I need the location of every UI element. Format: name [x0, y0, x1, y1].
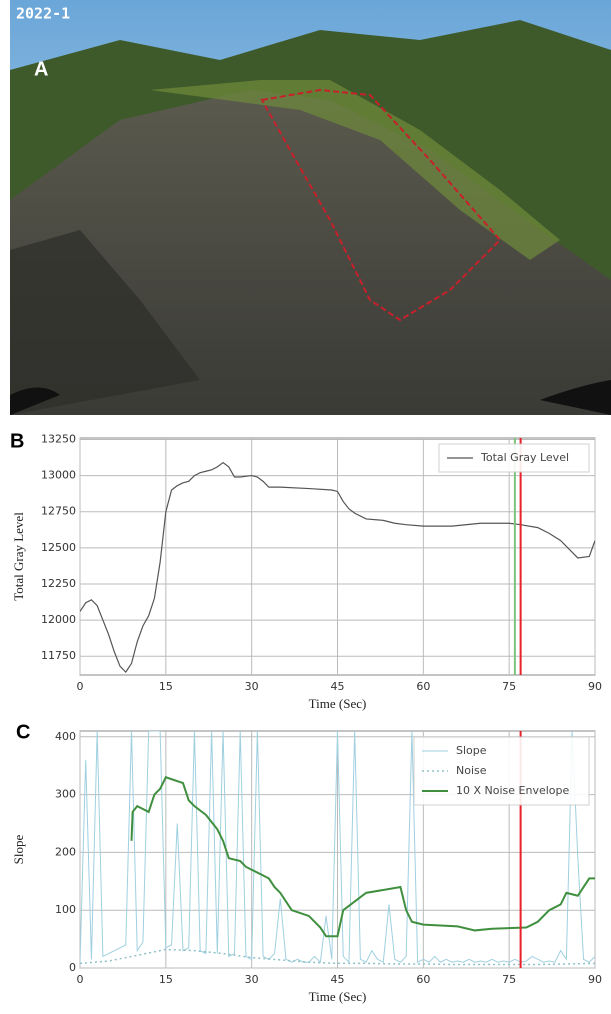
y-tick-label: 12250	[41, 577, 76, 590]
x-axis-label: Time (Sec)	[309, 696, 367, 711]
y-axis-label: Total Gray Level	[11, 512, 26, 601]
panel-label: C	[16, 721, 30, 743]
x-tick-label: 90	[588, 680, 602, 693]
x-tick-label: 15	[159, 973, 173, 986]
chart: 0 100 200 300 400 0 15 30 45 60 75 90 Time (Sec) Slop…	[11, 730, 602, 1004]
y-tick-label: 100	[55, 903, 76, 916]
y-tick-label: 200	[55, 845, 76, 858]
chart: 11750 12000 12250 12500 12750 13000 13250 0 15 30…	[11, 432, 602, 711]
x-axis-label: Time (Sec)	[309, 989, 367, 1004]
x-tick-label: 15	[159, 680, 173, 693]
photo-timestamp: 2022-1	[16, 5, 70, 23]
y-tick-label: 300	[55, 788, 76, 801]
x-tick-label: 75	[502, 680, 516, 693]
legend-label: Total Gray Level	[480, 451, 569, 464]
figure: 2022-1ABC1175012000122501250012750130001…	[0, 0, 611, 1014]
x-tick-label: 45	[331, 973, 345, 986]
x-tick-label: 90	[588, 973, 602, 986]
y-axis-label: Slope	[11, 834, 26, 864]
x-tick-label: 75	[502, 973, 516, 986]
y-tick-label: 11750	[41, 649, 76, 662]
y-tick-label: 12000	[41, 613, 76, 626]
legend-label: 10 X Noise Envelope	[456, 784, 570, 797]
photo	[10, 0, 611, 415]
x-tick-label: 60	[416, 680, 430, 693]
x-tick-label: 30	[245, 973, 259, 986]
y-tick-label: 12750	[41, 505, 76, 518]
x-tick-label: 60	[416, 973, 430, 986]
x-tick-label: 30	[245, 680, 259, 693]
y-tick-label: 13250	[41, 432, 76, 445]
y-tick-label: 12500	[41, 541, 76, 554]
x-tick-label: 0	[77, 973, 84, 986]
y-tick-label: 0	[69, 961, 76, 974]
legend-label: Noise	[456, 764, 487, 777]
panel-label: B	[10, 430, 24, 452]
legend-label: Slope	[456, 744, 487, 757]
y-tick-label: 400	[55, 730, 76, 743]
panel-label: A	[34, 58, 48, 80]
y-tick-label: 13000	[41, 469, 76, 482]
x-tick-label: 45	[331, 680, 345, 693]
x-tick-label: 0	[77, 680, 84, 693]
